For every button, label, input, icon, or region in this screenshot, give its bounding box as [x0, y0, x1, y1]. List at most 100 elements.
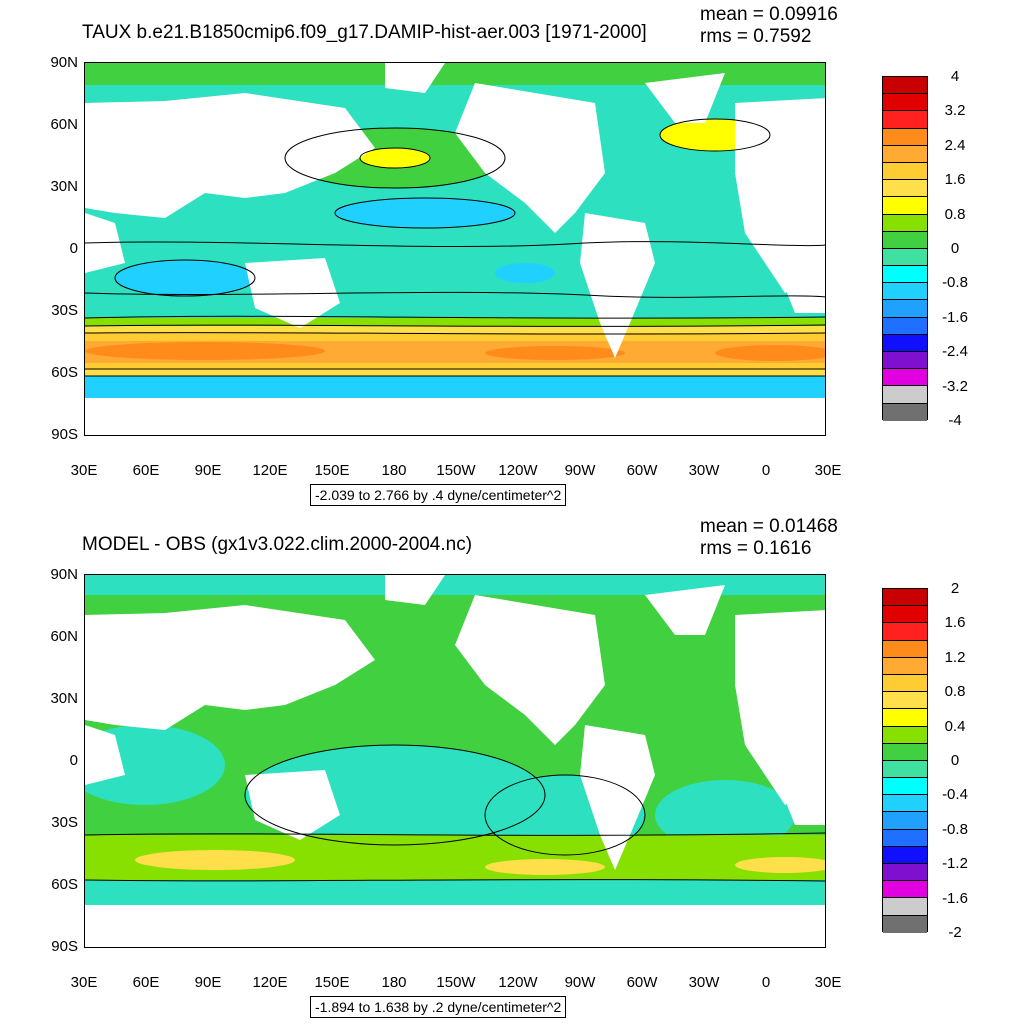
colorbar-label: -1.6 — [942, 309, 968, 326]
colorbar-box — [883, 864, 927, 882]
rms-stat: rms = 0.7592 — [700, 26, 812, 47]
lon-label: 30W — [688, 462, 720, 479]
lon-label: 120E — [252, 462, 288, 479]
colorbar-label: -1.6 — [942, 890, 968, 907]
lon-label: 0 — [761, 462, 771, 479]
colorbar-box — [883, 111, 927, 129]
colorbar-label: 3.2 — [944, 102, 966, 119]
colorbar-box — [883, 795, 927, 813]
colorbar-box — [883, 334, 927, 352]
contour-range-label: -1.894 to 1.638 by .2 dyne/centimeter^2 — [310, 996, 567, 1018]
colorbar-label: -1.2 — [942, 855, 968, 872]
colorbar-box — [883, 369, 927, 387]
colorbar-box — [883, 881, 927, 899]
map-panel-bottom: MODEL - OBS (gx1v3.022.clim.2000-2004.nc… — [0, 512, 1024, 1024]
colorbar-label: 0.4 — [944, 718, 966, 735]
colorbar-label: -2.4 — [942, 343, 968, 360]
colorbar-box — [883, 214, 927, 232]
colorbar-box — [883, 386, 927, 404]
colorbar-box — [883, 352, 927, 370]
difference-map — [84, 574, 826, 948]
colorbar-box — [883, 915, 927, 933]
lat-label: 0 — [69, 240, 78, 257]
colorbar-box — [883, 623, 927, 641]
lat-label: 90S — [51, 938, 78, 955]
colorbar-label: -3.2 — [942, 378, 968, 395]
lon-label: 30E — [814, 462, 842, 479]
colorbar-box — [883, 589, 927, 607]
colorbar-label: -0.4 — [942, 786, 968, 803]
colorbar-label: 0.8 — [944, 206, 966, 223]
colorbar-box — [883, 162, 927, 181]
colorbar-box — [883, 743, 927, 761]
colorbar-box — [883, 709, 927, 727]
lat-label: 60N — [50, 628, 78, 645]
lat-label: 60N — [50, 116, 78, 133]
colorbar-box — [883, 606, 927, 624]
lon-label: 90E — [194, 462, 222, 479]
colorbar-box — [883, 778, 927, 796]
lon-label: 180 — [381, 462, 407, 479]
lon-label: 60E — [132, 974, 160, 991]
lon-label: 30E — [814, 974, 842, 991]
lon-label: 60W — [626, 974, 658, 991]
colorbar-box — [883, 692, 927, 710]
colorbar-label: -0.8 — [942, 274, 968, 291]
lon-label: 60E — [132, 462, 160, 479]
colorbar-box — [883, 128, 927, 146]
contour-range-label: -2.039 to 2.766 by .4 dyne/centimeter^2 — [310, 484, 567, 506]
colorbar-box — [883, 248, 927, 267]
lon-label: 120E — [252, 974, 288, 991]
lat-label: 60S — [51, 876, 78, 893]
colorbar-box — [883, 145, 927, 163]
colorbar-label: -2 — [948, 924, 962, 941]
colorbar-label: 1.6 — [944, 171, 966, 188]
lon-label: 90W — [564, 462, 596, 479]
colorbar-box — [883, 266, 927, 284]
lat-label: 90S — [51, 426, 78, 443]
colorbar-box — [883, 283, 927, 301]
colorbar-label: -0.8 — [942, 821, 968, 838]
colorbar-box — [883, 317, 927, 335]
lat-label: 30N — [50, 690, 78, 707]
colorbar-box — [883, 640, 927, 658]
lon-label: 30W — [688, 974, 720, 991]
lon-label: 90W — [564, 974, 596, 991]
colorbar-label: 0 — [950, 240, 960, 257]
mean-stat: mean = 0.01468 — [700, 516, 838, 537]
lon-label: 150E — [314, 462, 350, 479]
colorbar-label: 4 — [950, 68, 960, 85]
colorbar-box — [883, 674, 927, 693]
lon-label: 120W — [498, 974, 538, 991]
colorbar-box — [883, 231, 927, 249]
lon-label: 30E — [70, 462, 98, 479]
lon-label: 150W — [436, 974, 476, 991]
colorbar-box — [883, 760, 927, 779]
lat-label: 90N — [50, 566, 78, 583]
colorbar-label: 1.6 — [944, 614, 966, 631]
contour-map — [84, 62, 826, 436]
mean-stat: mean = 0.09916 — [700, 4, 838, 25]
lat-label: 30S — [51, 302, 78, 319]
lon-label: 150W — [436, 462, 476, 479]
lat-label: 30N — [50, 178, 78, 195]
lon-label: 150E — [314, 974, 350, 991]
colorbar-label: 0.8 — [944, 683, 966, 700]
map-panel-top: TAUX b.e21.B1850cmip6.f09_g17.DAMIP-hist… — [50, 4, 968, 506]
panel-title: TAUX b.e21.B1850cmip6.f09_g17.DAMIP-hist… — [82, 22, 647, 43]
lat-label: 0 — [69, 752, 78, 769]
contour-field — [85, 63, 825, 435]
colorbar — [882, 588, 928, 933]
colorbar-box — [883, 812, 927, 830]
colorbar-box — [883, 403, 927, 421]
colorbar-box — [883, 726, 927, 744]
colorbar-label: 2.4 — [944, 137, 966, 154]
colorbar — [882, 76, 928, 421]
lon-label: 90E — [194, 974, 222, 991]
colorbar-box — [883, 829, 927, 847]
panel-title: MODEL - OBS (gx1v3.022.clim.2000-2004.nc… — [82, 534, 473, 555]
colorbar-box — [883, 300, 927, 318]
colorbar-box — [883, 657, 927, 675]
lat-label: 60S — [51, 364, 78, 381]
colorbar-label: -4 — [948, 412, 962, 429]
